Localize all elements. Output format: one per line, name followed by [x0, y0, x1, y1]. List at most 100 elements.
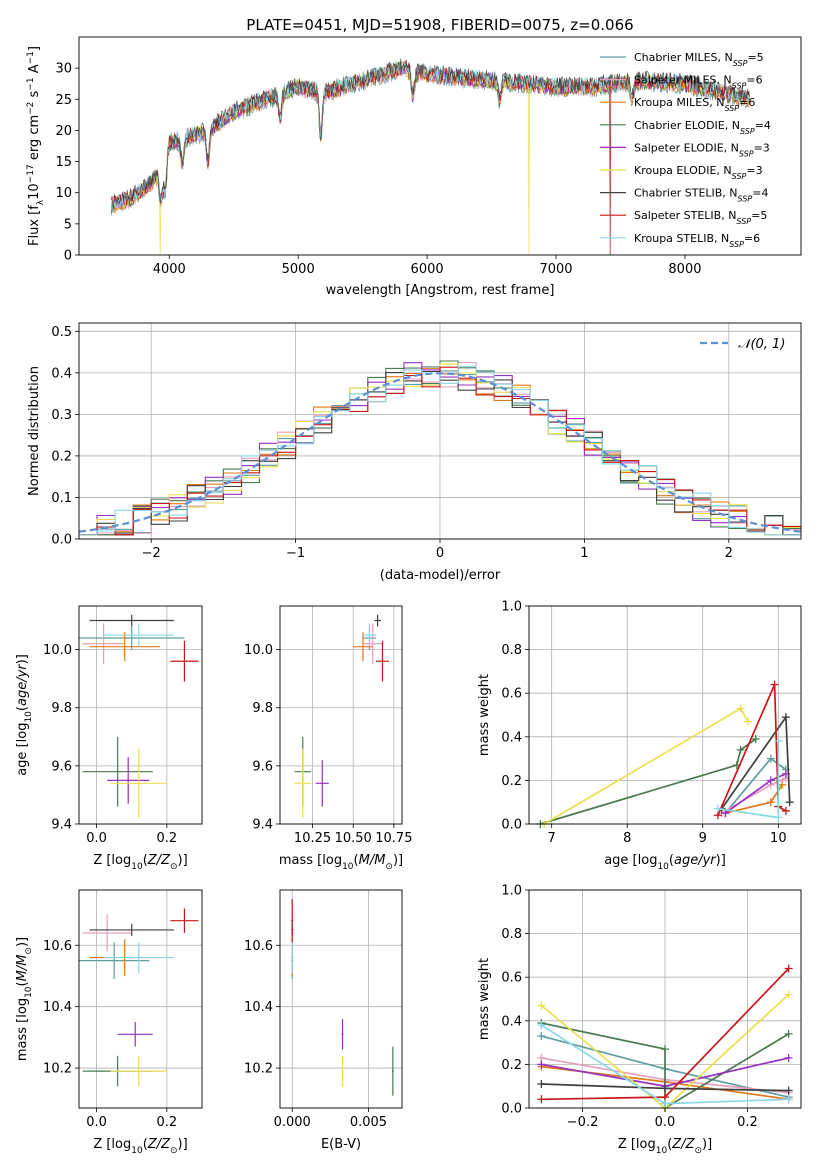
age_vs_mass-xlabel: mass [log10(M/M⊙)] [279, 853, 403, 872]
weight_vs_Z-point [784, 1029, 793, 1038]
weight_vs_age-point [778, 780, 787, 789]
spectrum-series-line [113, 58, 750, 205]
figure-title: PLATE=0451, MJD=51908, FIBERID=0075, z=0… [246, 16, 633, 34]
mass_vs_EBV-xlabel: E(B-V) [321, 1137, 361, 1152]
residuals-xlabel: (data-model)/error [380, 568, 501, 583]
spectrum-ytick-label: 15 [55, 155, 72, 170]
age_vs_Z-xtick-label: 0.2 [157, 831, 178, 846]
mass_vs_EBV-frame [279, 889, 403, 1109]
weight_vs_age-point [781, 806, 790, 815]
residuals-ytick-label: 0.5 [51, 325, 72, 340]
weight_vs_age-point [744, 717, 753, 726]
weight_vs_Z-point [661, 1084, 669, 1093]
spectrum-ytick-label: 25 [55, 93, 72, 108]
weight_vs_age-ytick-label: 0.0 [501, 818, 522, 833]
weight_vs_age-ytick-label: 0.4 [501, 730, 522, 745]
age_vs_Z-ytick-label: 9.4 [51, 818, 72, 833]
weight_vs_age-xtick-label: 7 [548, 831, 556, 846]
residuals-xtick-label: 2 [725, 546, 733, 561]
weight_vs_age-xlabel: age [log10(age/yr)] [604, 853, 726, 872]
mass_vs_Z-frame [78, 889, 203, 1109]
age_vs_mass-ytick-label: 9.4 [252, 818, 273, 833]
weight_vs_age-point [766, 776, 775, 785]
age_vs_Z-xlabel: Z [log10(Z/Z⊙)] [93, 853, 187, 872]
weight_vs_age-point [766, 798, 775, 807]
weight_vs_Z-point [537, 1080, 546, 1089]
weight_vs_Z-point [784, 1095, 793, 1104]
mass_vs_Z-xtick-label: 0.2 [157, 1115, 178, 1130]
legend-label: Kroupa ELODIE, NSSP=3 [634, 164, 763, 181]
weight_vs_Z-xtick-label: 0.2 [737, 1115, 758, 1130]
weight_vs_Z-point [537, 1060, 546, 1069]
residuals-frame [78, 322, 802, 540]
weight_vs_Z-ytick-label: 0.4 [501, 1014, 522, 1029]
spectrum-ylabel: Flux [fλ10−17 erg cm−2 s−1 A−1] [26, 46, 46, 246]
age_vs_mass-ytick-label: 9.6 [252, 759, 273, 774]
weight_vs_age-ytick-label: 0.8 [501, 643, 522, 658]
residuals-ytick-label: 0.1 [51, 491, 72, 506]
weight_vs_age-series-line [717, 684, 787, 816]
mass_vs_Z-ytick-label: 10.4 [43, 1000, 72, 1015]
residuals-ylabel: Normed distribution [27, 366, 42, 496]
age_vs_mass-xtick-label: 10.25 [294, 831, 331, 846]
weight_vs_age-ytick-label: 0.2 [501, 774, 522, 789]
weight_vs_age-xtick-label: 8 [623, 831, 631, 846]
residuals-ytick-label: 0.4 [51, 366, 72, 381]
age_vs_Z-frame [78, 605, 203, 825]
weight_vs_Z-frame [528, 889, 802, 1109]
weight_vs_age-xtick-label: 10 [770, 831, 787, 846]
weight_vs_Z-ytick-label: 0.6 [501, 971, 522, 986]
weight_vs_Z-ytick-label: 1.0 [501, 884, 522, 899]
legend-label: Salpeter MILES, NSSP=6 [634, 74, 763, 91]
weight_vs_Z-point [784, 964, 793, 973]
legend-label: Chabrier MILES, NSSP=5 [634, 51, 764, 68]
weight_vs_age-point [774, 813, 783, 822]
normal-legend-label: 𝒩(0, 1) [738, 337, 785, 352]
legend-label: Chabrier STELIB, NSSP=4 [634, 187, 768, 204]
weight_vs_age-point [766, 754, 775, 763]
legend-label: Salpeter ELODIE, NSSP=3 [634, 141, 770, 158]
spectrum-ytick-label: 0 [64, 249, 72, 264]
weight_vs_Z-point [537, 1001, 546, 1010]
weight_vs_age-point [781, 713, 790, 722]
age_vs_Z-ytick-label: 9.8 [51, 701, 72, 716]
legend-label: Salpeter STELIB, NSSP=5 [634, 209, 767, 226]
spectrum-xtick-label: 7000 [539, 262, 572, 277]
mass_vs_Z-xtick-label: 0.0 [86, 1115, 107, 1130]
weight_vs_Z-ylabel: mass weight [477, 958, 492, 1040]
weight_vs_Z-point [784, 1086, 793, 1095]
weight_vs_age-ytick-label: 1.0 [501, 600, 522, 615]
residuals-ytick-label: 0.3 [51, 408, 72, 423]
weight_vs_Z-ytick-label: 0.8 [501, 927, 522, 942]
spectrum-xtick-label: 4000 [153, 262, 186, 277]
residuals-ytick-label: 0.0 [51, 533, 72, 548]
age_vs_mass-frame [279, 605, 403, 825]
weight_vs_Z-point [537, 1032, 546, 1041]
weight_vs_Z-ytick-label: 0.0 [501, 1102, 522, 1117]
weight_vs_Z-point [784, 1053, 793, 1062]
age_vs_mass-xtick-label: 10.50 [335, 831, 372, 846]
mass_vs_EBV-ytick-label: 10.4 [244, 1000, 273, 1015]
weight_vs_Z-ytick-label: 0.2 [501, 1058, 522, 1073]
weight_vs_Z-xtick-label: 0.0 [655, 1115, 676, 1130]
residuals-xtick-label: −2 [142, 546, 161, 561]
mass_vs_Z-ytick-label: 10.2 [43, 1062, 72, 1077]
weight_vs_age-ytick-label: 0.6 [501, 687, 522, 702]
weight_vs_age-point [774, 737, 783, 746]
weight_vs_Z-xlabel: Z [log10(Z/Z⊙)] [618, 1137, 712, 1156]
weight_vs_Z-xtick-label: −0.2 [567, 1115, 599, 1130]
spectrum-ytick-label: 30 [55, 62, 72, 77]
weight_vs_age-xtick-label: 9 [699, 831, 707, 846]
mass_vs_EBV-ytick-label: 10.2 [244, 1062, 273, 1077]
mass_vs_EBV-xtick-label: 0.005 [350, 1115, 387, 1130]
weight_vs_age-point [736, 704, 745, 713]
mass_vs_EBV-xtick-label: 0.000 [274, 1115, 311, 1130]
age_vs_Z-ytick-label: 10.0 [43, 643, 72, 658]
weight_vs_Z-point [661, 1045, 669, 1054]
residuals-xtick-label: 0 [436, 546, 444, 561]
weight_vs_Z-point [537, 1095, 546, 1104]
mass_vs_Z-ylabel: mass [log10(M/M⊙)] [15, 937, 34, 1061]
weight_vs_age-frame [528, 605, 802, 825]
legend-label: Kroupa STELIB, NSSP=6 [634, 232, 760, 249]
age_vs_Z-ytick-label: 9.6 [51, 759, 72, 774]
